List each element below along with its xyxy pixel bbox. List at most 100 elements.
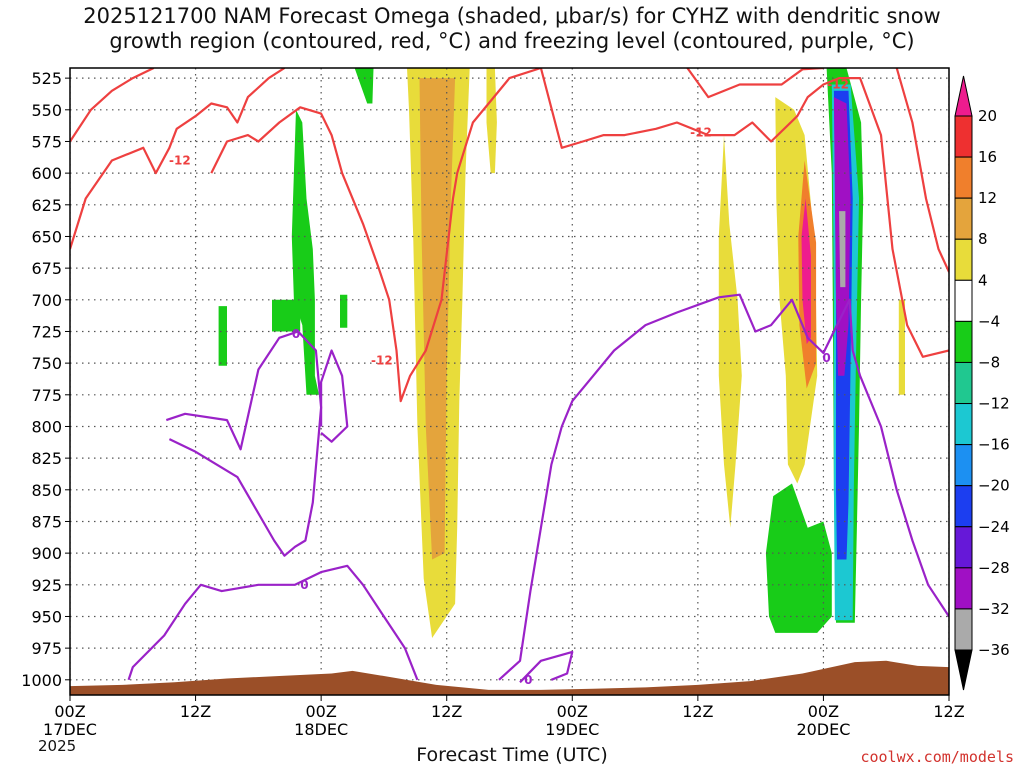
- dendritic-contour-0: [70, 68, 286, 250]
- omega-region-1: [218, 306, 227, 366]
- omega-region-7: [486, 68, 497, 174]
- x-tick-label-12: 12Z: [180, 702, 211, 721]
- colorbar-label-10: −24: [978, 518, 1010, 536]
- y-tick-label-750: 750: [31, 354, 62, 373]
- omega-region-6: [419, 78, 456, 560]
- y-tick-label-850: 850: [31, 481, 62, 500]
- colorbar-label-4: 4: [978, 271, 988, 289]
- x-tick-label-36: 12Z: [431, 702, 462, 721]
- y-tick-label-800: 800: [31, 417, 62, 436]
- dendritic-contour-3: [539, 68, 949, 358]
- colorbar-label-1: 16: [978, 148, 997, 166]
- omega-region-4: [354, 68, 374, 104]
- colorbar-label-7: −12: [978, 395, 1010, 413]
- y-tick-label-925: 925: [31, 576, 62, 595]
- x-tick-label-60: 12Z: [682, 702, 713, 721]
- y-tick-label-1000: 1000: [21, 671, 62, 690]
- freezing-label-1: 0: [300, 578, 308, 592]
- colorbar-bin-12: [954, 608, 973, 651]
- y-tick-label-650: 650: [31, 227, 62, 246]
- colorbar-label-8: −16: [978, 436, 1010, 454]
- x-tick-date-0: 17DEC: [43, 720, 97, 739]
- colorbar-label-0: 20: [978, 107, 997, 125]
- chart-title-line2: growth region (contoured, red, °C) and f…: [109, 29, 915, 53]
- colorbar-bin-5: [954, 320, 973, 363]
- dendritic-label-3: -12: [827, 77, 849, 91]
- colorbar-bottom-triangle: [954, 649, 973, 691]
- omega-region-12: [765, 483, 832, 633]
- freezing-contour-1: [320, 349, 349, 443]
- colorbar-bin-11: [954, 567, 973, 610]
- x-tick-label-84: 12Z: [933, 702, 964, 721]
- y-tick-label-575: 575: [31, 132, 62, 151]
- y-tick-label-975: 975: [31, 639, 62, 658]
- colorbar-bin-6: [954, 361, 973, 405]
- x-tick-label-24: 00Z: [305, 702, 336, 721]
- y-tick-label-875: 875: [31, 512, 62, 531]
- dendritic-label-1: -12: [371, 354, 393, 368]
- dendritic-contour-5: [895, 68, 949, 273]
- colorbar-bin-2: [954, 197, 973, 240]
- colorbar-bin-10: [954, 526, 973, 569]
- y-tick-label-525: 525: [31, 69, 62, 88]
- colorbar-label-3: 8: [978, 230, 988, 248]
- colorbar-label-11: −28: [978, 559, 1010, 577]
- y-tick-label-950: 950: [31, 607, 62, 626]
- dendritic-label-2: -12: [690, 126, 712, 140]
- x-axis-label: Forecast Time (UTC): [416, 744, 608, 766]
- y-tick-label-900: 900: [31, 544, 62, 563]
- x-tick-label-48: 00Z: [557, 702, 588, 721]
- colorbar-label-6: −8: [978, 353, 1000, 371]
- x-tick-date-24: 18DEC: [294, 720, 348, 739]
- omega-region-0: [291, 109, 319, 395]
- freezing-contour-3: [498, 293, 949, 681]
- freezing-contour-0: [165, 330, 323, 557]
- colorbar-label-2: 12: [978, 189, 997, 207]
- freezing-contour-4: [519, 650, 574, 684]
- freezing-label-3: 0: [822, 351, 830, 365]
- omega-region-18: [898, 299, 905, 395]
- plot-frame: [69, 67, 950, 696]
- dendritic-label-0: -12: [169, 153, 191, 167]
- chart-title: 2025121700 NAM Forecast Omega (shaded, μ…: [0, 4, 1024, 54]
- dendritic-contour-1: [70, 68, 155, 143]
- freezing-label-0: 0: [292, 327, 300, 341]
- dendritic-contour-4: [686, 68, 824, 99]
- y-tick-label-725: 725: [31, 322, 62, 341]
- terrain-surface: [70, 660, 949, 695]
- x-tick-date-48: 19DEC: [545, 720, 599, 739]
- x-tick-label-72: 00Z: [808, 702, 839, 721]
- x-tick-label-0: 00Z: [54, 702, 85, 721]
- year-label: 2025: [38, 737, 77, 755]
- colorbar-bin-8: [954, 444, 973, 487]
- y-tick-label-775: 775: [31, 386, 62, 405]
- colorbar-label-13: −36: [978, 641, 1010, 659]
- colorbar-bin-1: [954, 156, 973, 199]
- omega-region-2: [272, 299, 301, 332]
- freezing-contour-2: [127, 564, 419, 681]
- chart-title-line1: 2025121700 NAM Forecast Omega (shaded, μ…: [83, 4, 941, 28]
- omega-region-3: [340, 294, 348, 328]
- colorbar-label-5: −4: [978, 312, 1000, 330]
- colorbar-bin-3: [954, 238, 973, 281]
- credit-link[interactable]: coolwx.com/models: [860, 748, 1014, 766]
- omega-region-11: [801, 198, 811, 345]
- colorbar-label-12: −32: [978, 600, 1010, 618]
- y-tick-label-675: 675: [31, 259, 62, 278]
- y-tick-label-825: 825: [31, 449, 62, 468]
- y-tick-label-550: 550: [31, 101, 62, 120]
- y-tick-label-600: 600: [31, 164, 62, 183]
- colorbar-bin-0: [954, 115, 973, 158]
- plot-area: -12 -12 -12 -12 0 0 0 0: [70, 68, 949, 695]
- colorbar-top-triangle: [954, 75, 973, 117]
- freezing-label-2: 0: [524, 673, 532, 687]
- colorbar-bin-9: [954, 485, 973, 528]
- x-tick-date-72: 20DEC: [796, 720, 850, 739]
- omega-region-17: [839, 211, 846, 288]
- dendritic-contour-2: [210, 68, 542, 403]
- y-tick-label-700: 700: [31, 291, 62, 310]
- colorbar-label-9: −20: [978, 477, 1010, 495]
- y-tick-label-625: 625: [31, 196, 62, 215]
- colorbar-bin-7: [954, 403, 973, 446]
